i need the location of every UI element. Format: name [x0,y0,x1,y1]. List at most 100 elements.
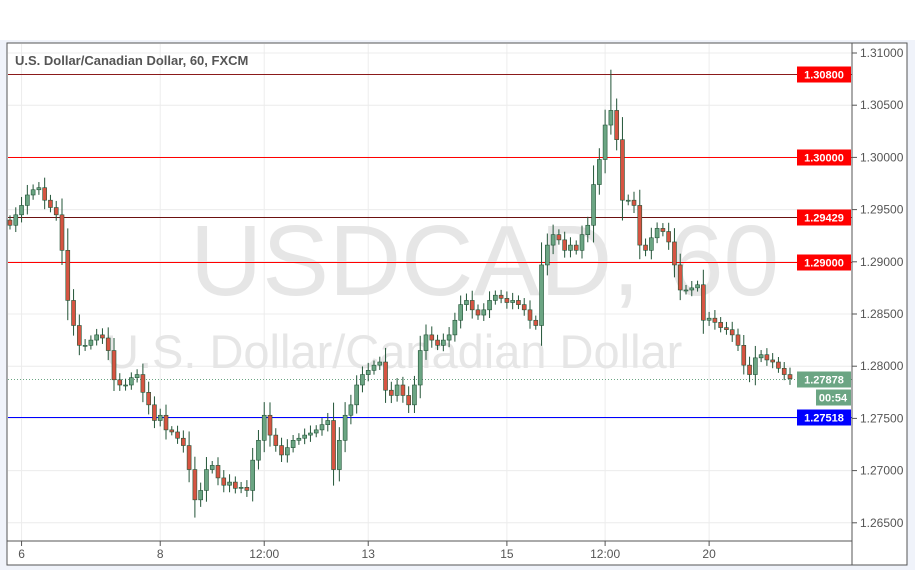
candle-down [117,379,123,386]
candle-up [308,432,313,436]
candle-down [712,317,718,323]
candle-up [290,440,296,448]
candle-up [123,384,128,387]
candle-down [279,445,284,456]
x-tick-label: 20 [702,547,716,561]
candle-down [498,294,504,299]
last-price-label-bg [797,371,851,388]
candle-up [649,237,654,251]
candle-up [510,300,515,303]
candle-up [539,264,544,326]
candle-up [365,370,371,375]
countdown-label: 00:54 [819,393,848,405]
candle-up [227,481,232,486]
candle-up [602,124,608,160]
candle-down [221,477,227,486]
candle-down [152,404,157,421]
candle-up [36,187,42,191]
y-tick-label: 1.28500 [860,307,904,321]
candle-down [169,429,175,433]
candle-down [469,300,475,311]
candle-up [337,440,342,470]
candle-up [758,354,764,359]
candle-down [53,207,59,216]
candle-up [458,304,463,321]
price-level-label: 1.30800 [804,70,844,82]
price-labels: 1.30800 1.30000 1.29429 1.29000 1.27518 1.278… [797,66,851,426]
candle-up [579,234,585,251]
candle-down [244,487,250,491]
price-level-label-bg [797,149,851,166]
candle-up [302,434,307,439]
y-tick-label: 1.29000 [860,255,904,269]
candle-down [735,334,741,346]
candle-up [394,384,400,396]
candle-down [521,304,527,311]
price-axis[interactable]: 1.31000 1.30500 1.30000 1.29500 1.29000 1.285… [852,46,904,530]
candle-up [464,300,469,305]
candle-up [209,465,215,470]
candle-up [94,334,99,341]
candle-down [781,367,787,375]
candle-down [556,234,562,241]
candle-up [654,228,660,239]
candle-down [724,327,729,330]
candle-up [597,159,602,185]
time-axis[interactable]: 6 8 12:00 13 15 12:00 20 [18,541,716,561]
candle-down [400,384,406,396]
candle-up [568,244,573,251]
candle-down [475,309,481,316]
chart-title: U.S. Dollar/Canadian Dollar, 60, FXCM [15,53,248,68]
candle-up [550,234,556,246]
candle-up [689,287,695,291]
candle-down [105,337,111,351]
candle-down [741,345,747,366]
candle-up [285,447,290,456]
candle-down [383,361,388,391]
y-tick-label: 1.29500 [860,203,904,217]
candle-down [764,354,770,361]
candle-down [729,329,735,336]
countdown-bg [816,389,851,406]
candle-up [753,357,758,375]
price-level-label-bg [797,209,851,226]
x-tick-label: 12:00 [249,547,279,561]
candle-up [204,469,209,491]
candle-down [111,350,117,381]
candle-down [7,219,13,226]
candle-down [516,300,521,305]
candle-up [13,214,19,226]
candle-down [59,214,65,251]
candle-up [423,334,429,351]
candle-up [157,414,163,421]
candle-up [325,420,331,425]
candle-down [331,420,336,470]
candle-down [146,391,151,406]
candle-up [261,414,267,441]
price-level-label-bg [797,66,851,83]
candle-down [666,231,671,243]
candle-down [637,205,643,246]
x-tick-label: 8 [157,547,164,561]
candle-up [683,289,689,292]
candle-down [770,359,775,363]
candle-up [545,244,550,266]
candle-up [412,384,417,406]
candle-down [620,139,625,201]
candle-down [614,110,619,140]
candle-down [701,284,706,321]
y-tick-label: 1.31000 [860,46,904,60]
candle-down [643,244,648,251]
y-tick-label: 1.30500 [860,98,904,112]
candle-down [677,264,683,291]
price-level-label: 1.29429 [804,213,844,225]
candle-up [377,361,383,366]
candle-down [140,374,146,393]
candle-up [198,490,203,501]
candle-down [562,239,567,251]
y-tick-label: 1.26500 [860,516,904,530]
candles [7,69,793,518]
candle-down [273,434,279,446]
candle-up [348,404,354,416]
